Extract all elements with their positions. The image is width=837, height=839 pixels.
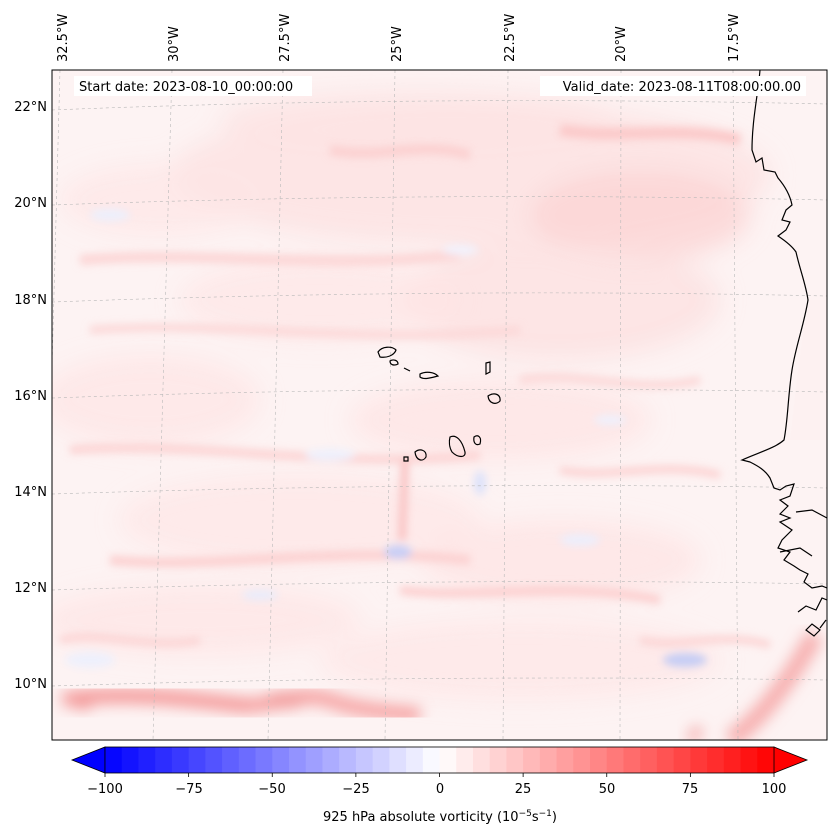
colorbar-step	[506, 747, 524, 773]
african-coastline	[740, 70, 827, 637]
colorbar-step	[723, 747, 741, 773]
lon-label: 32.5°W	[56, 14, 71, 62]
start-date-text: Start date: 2023-08-10_00:00:00	[79, 80, 293, 95]
colorbar-step	[456, 747, 474, 773]
colorbar-tick-label: −25	[342, 782, 369, 797]
colorbar-step	[740, 747, 758, 773]
colorbar-tick-label: −50	[258, 782, 285, 797]
colorbar-step	[155, 747, 173, 773]
colorbar-extend-max	[773, 746, 809, 774]
island-sao-vicente	[389, 359, 399, 366]
colorbar-step	[138, 747, 156, 773]
colorbar-label: 925 hPa absolute vorticity (10−5s−1)	[323, 809, 557, 825]
island-santa-luzia	[403, 367, 411, 372]
colorbar-step	[573, 747, 591, 773]
lat-label: 18°N	[14, 293, 47, 308]
colorbar-step	[640, 747, 658, 773]
vorticity-band-south	[60, 687, 421, 723]
island-boa-vista	[487, 393, 501, 404]
colorbar-step	[305, 747, 323, 773]
colorbar-tick-label: −100	[87, 782, 123, 797]
map-panel	[52, 70, 827, 740]
colorbar-step	[288, 747, 307, 773]
colorbar-step	[272, 747, 290, 773]
colorbar-step	[389, 747, 407, 773]
island-sao-nicolau	[419, 371, 440, 380]
colorbar-step	[171, 747, 190, 773]
colorbar-step	[757, 747, 775, 773]
cape-verde-islands	[377, 346, 501, 462]
land-region	[790, 300, 827, 440]
island-sal	[485, 361, 491, 375]
lon-label: 20°W	[614, 26, 629, 62]
colorbar-tick-label: 0	[436, 782, 444, 797]
colorbar-ticks: −100 −75 −50 −25 0 25 50 75 100	[87, 773, 786, 797]
colorbar-step	[673, 747, 691, 773]
lon-label: 25°W	[390, 26, 405, 62]
valid-date-text: Valid_date: 2023-08-11T08:00:00.00	[563, 80, 801, 95]
colorbar-step	[188, 747, 206, 773]
map-frame	[51, 69, 828, 741]
island-santiago	[448, 435, 466, 458]
lon-label: 22.5°W	[503, 14, 518, 62]
colorbar-step	[322, 747, 340, 773]
colorbar-step	[523, 747, 541, 773]
lat-label: 10°N	[14, 677, 47, 692]
colorbar-step	[590, 747, 608, 773]
colorbar-step	[422, 747, 440, 773]
colorbar-step	[105, 747, 123, 773]
island-maio	[473, 435, 482, 446]
colorbar-step	[406, 747, 424, 773]
latitude-labels: 22°N 20°N 18°N 16°N 14°N 12°N 10°N	[14, 100, 47, 692]
lat-label: 14°N	[14, 485, 47, 500]
colorbar-step	[556, 747, 574, 773]
colorbar-tick-label: 50	[599, 782, 616, 797]
colorbar-step	[355, 747, 374, 773]
colorbar-step	[656, 747, 675, 773]
graticule	[52, 70, 827, 740]
colorbar-extend-min	[70, 746, 106, 774]
colorbar-tick-label: 75	[682, 782, 699, 797]
lon-label: 27.5°W	[278, 14, 293, 62]
valid-date-box	[540, 76, 806, 96]
lat-label: 20°N	[14, 196, 47, 211]
colorbar-step	[339, 747, 357, 773]
colorbar-tick-label: −75	[175, 782, 202, 797]
island-brava	[403, 456, 409, 462]
vorticity-streak-southeast	[686, 630, 823, 740]
lon-label: 30°W	[167, 26, 182, 62]
colorbar-step	[472, 747, 491, 773]
colorbar-tick-label: 100	[762, 782, 787, 797]
colorbar-step	[255, 747, 273, 773]
colorbar: −100 −75 −50 −25 0 25 50 75 100 925 hPa …	[70, 746, 809, 825]
colorbar-step	[205, 747, 223, 773]
start-date-box	[74, 76, 312, 96]
longitude-labels: 32.5°W 30°W 27.5°W 25°W 22.5°W 20°W 17.5…	[56, 14, 742, 62]
lat-label: 12°N	[14, 581, 47, 596]
colorbar-step	[439, 747, 457, 773]
vorticity-field-positive	[52, 90, 770, 700]
colorbar-step	[222, 747, 240, 773]
lon-label: 17.5°W	[727, 14, 742, 62]
colorbar-step	[623, 747, 641, 773]
colorbar-step	[690, 747, 708, 773]
colorbar-step	[121, 747, 139, 773]
colorbar-step	[238, 747, 256, 773]
colorbar-step	[372, 747, 390, 773]
colorbar-step	[606, 747, 624, 773]
colorbar-tick-label: 25	[515, 782, 532, 797]
vorticity-field-detail	[59, 124, 772, 668]
lat-label: 22°N	[14, 100, 47, 115]
lat-label: 16°N	[14, 389, 47, 404]
colorbar-step	[539, 747, 557, 773]
colorbar-steps	[105, 747, 775, 773]
island-fogo	[414, 449, 427, 461]
colorbar-step	[489, 747, 507, 773]
colorbar-step	[707, 747, 725, 773]
island-santo-antao	[377, 346, 397, 358]
